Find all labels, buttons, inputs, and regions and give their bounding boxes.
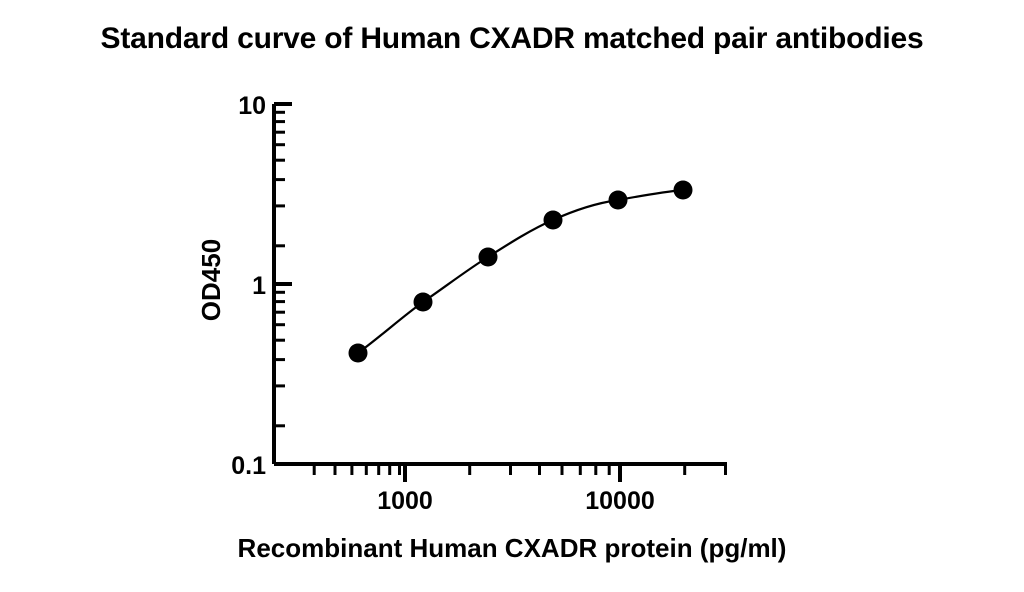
data-point bbox=[348, 343, 368, 363]
chart-title: Standard curve of Human CXADR matched pa… bbox=[100, 22, 924, 55]
data-point bbox=[608, 190, 628, 210]
data-point bbox=[673, 180, 693, 200]
y-tick-label-10: 10 bbox=[238, 92, 266, 120]
y-tick-label-0.1: 0.1 bbox=[231, 452, 266, 480]
data-point bbox=[478, 247, 498, 267]
data-markers bbox=[348, 180, 693, 363]
y-minor-ticks bbox=[274, 110, 285, 428]
data-point bbox=[543, 210, 563, 230]
x-axis-title: Recombinant Human CXADR protein (pg/ml) bbox=[238, 533, 787, 563]
y-major-ticks bbox=[274, 102, 292, 466]
y-axis-title: OD450 bbox=[196, 239, 226, 321]
y-tick-label-1: 1 bbox=[252, 272, 266, 300]
x-minor-ticks bbox=[312, 464, 727, 475]
data-point bbox=[413, 292, 433, 312]
x-tick-label-10000: 10000 bbox=[585, 487, 655, 515]
x-major-ticks bbox=[403, 464, 622, 482]
data-curve bbox=[356, 188, 685, 355]
x-tick-label-1000: 1000 bbox=[377, 487, 433, 515]
